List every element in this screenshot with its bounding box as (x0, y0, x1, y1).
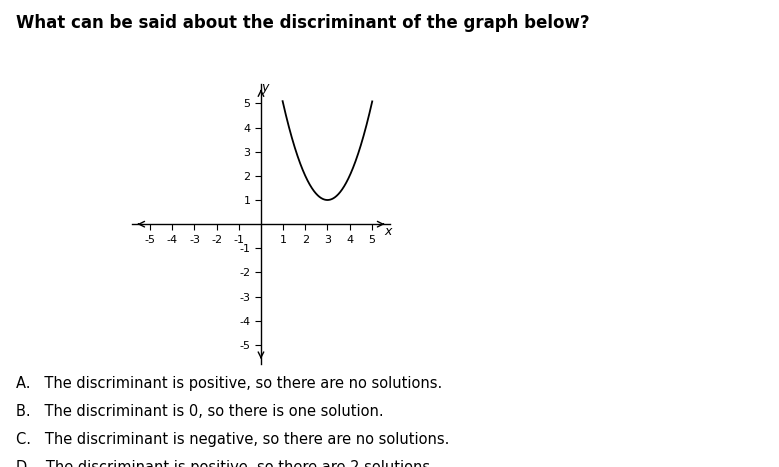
Text: A.   The discriminant is positive, so there are no solutions.: A. The discriminant is positive, so ther… (16, 376, 442, 391)
Text: D.   The discriminant is positive, so there are 2 solutions.: D. The discriminant is positive, so ther… (16, 460, 435, 467)
Text: B.   The discriminant is 0, so there is one solution.: B. The discriminant is 0, so there is on… (16, 404, 383, 419)
Text: y: y (262, 81, 269, 94)
Text: x: x (385, 225, 392, 238)
Text: What can be said about the discriminant of the graph below?: What can be said about the discriminant … (16, 14, 589, 32)
Text: C.   The discriminant is negative, so there are no solutions.: C. The discriminant is negative, so ther… (16, 432, 449, 447)
